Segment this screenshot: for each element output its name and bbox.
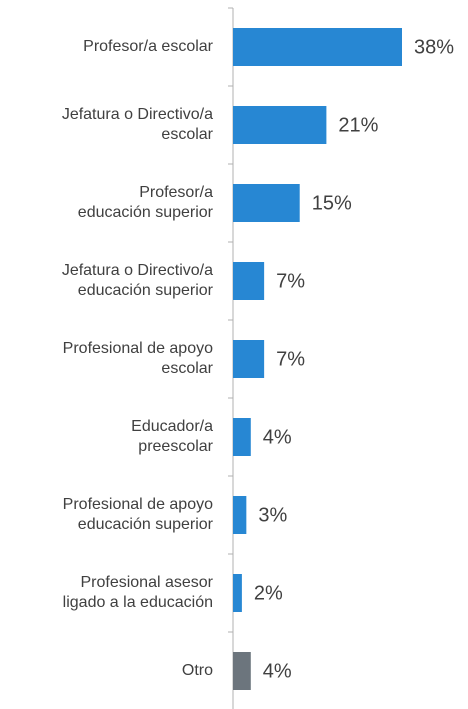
bar <box>233 496 247 534</box>
category-label: Profesor/a educación superior <box>78 184 214 221</box>
value-label: 3% <box>258 504 287 526</box>
category-label: Profesor/a escolar <box>83 38 214 55</box>
category-label-line: escolar <box>161 126 213 143</box>
bar <box>233 574 242 612</box>
category-label-line: Profesional asesor <box>80 574 213 591</box>
category-label-line: Educador/a <box>131 418 213 435</box>
category-label-line: ligado a la educación <box>63 594 213 611</box>
bar <box>233 652 251 690</box>
category-label-line: educación superior <box>78 204 214 221</box>
value-label: 15% <box>312 192 352 214</box>
category-label-line: escolar <box>161 360 213 377</box>
category-label-line: Jefatura o Directivo/a <box>62 106 213 123</box>
category-label-line: Jefatura o Directivo/a <box>62 262 213 279</box>
category-label-line: educación superior <box>78 282 214 299</box>
value-label: 2% <box>254 582 283 604</box>
category-label-line: educación superior <box>78 516 214 533</box>
category-label-line: preescolar <box>138 438 213 455</box>
bar <box>233 340 265 378</box>
bar <box>233 262 265 300</box>
bar <box>233 418 251 456</box>
bar <box>233 184 300 222</box>
category-label: Profesional de apoyo escolar <box>63 340 214 377</box>
category-label-line: Profesional de apoyo <box>63 340 213 357</box>
value-label: 4% <box>263 426 292 448</box>
category-label: Otro <box>182 662 213 679</box>
bar <box>233 28 402 66</box>
category-label: Jefatura o Directivo/a escolar <box>62 106 214 143</box>
value-label: 7% <box>276 270 305 292</box>
value-label: 4% <box>263 660 292 682</box>
value-label: 38% <box>414 36 454 58</box>
bar <box>233 106 327 144</box>
category-label: Jefatura o Directivo/a educación superior <box>62 262 214 299</box>
category-label: Profesional asesor ligado a la educación <box>63 574 214 611</box>
category-label-line: Profesional de apoyo <box>63 496 213 513</box>
value-label: 21% <box>338 114 378 136</box>
category-label: Educador/a preescolar <box>131 418 214 455</box>
category-label-line: Otro <box>182 662 213 679</box>
category-label: Profesional de apoyo educación superior <box>63 496 214 533</box>
category-label-line: Profesor/a <box>139 184 213 201</box>
category-label-line: Profesor/a escolar <box>83 38 214 55</box>
value-label: 7% <box>276 348 305 370</box>
